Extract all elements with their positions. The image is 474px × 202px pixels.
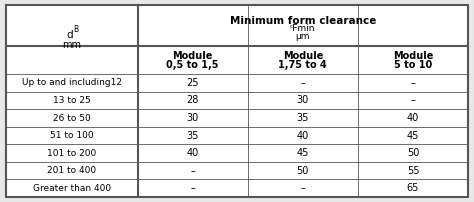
Text: 5 to 10: 5 to 10 bbox=[394, 60, 432, 70]
Text: 201 to 400: 201 to 400 bbox=[47, 166, 96, 175]
Text: 25: 25 bbox=[186, 78, 199, 88]
Text: Module: Module bbox=[173, 51, 213, 61]
Text: Greater than 400: Greater than 400 bbox=[33, 184, 111, 193]
Text: –: – bbox=[410, 78, 415, 88]
Text: 30: 30 bbox=[297, 96, 309, 105]
Text: 55: 55 bbox=[407, 166, 419, 176]
Text: 40: 40 bbox=[297, 130, 309, 141]
Text: ᶜFmin: ᶜFmin bbox=[290, 24, 316, 33]
Text: 30: 30 bbox=[187, 113, 199, 123]
Text: Module: Module bbox=[283, 51, 323, 61]
Text: 51 to 100: 51 to 100 bbox=[50, 131, 94, 140]
Text: 45: 45 bbox=[407, 130, 419, 141]
Text: Module: Module bbox=[393, 51, 433, 61]
Text: 50: 50 bbox=[297, 166, 309, 176]
Text: 40: 40 bbox=[407, 113, 419, 123]
Text: 0,5 to 1,5: 0,5 to 1,5 bbox=[166, 60, 219, 70]
Text: 40: 40 bbox=[187, 148, 199, 158]
Text: 1,75 to 4: 1,75 to 4 bbox=[278, 60, 327, 70]
Text: 65: 65 bbox=[407, 183, 419, 193]
Text: μm: μm bbox=[296, 32, 310, 41]
Text: 101 to 200: 101 to 200 bbox=[47, 149, 97, 158]
Text: 28: 28 bbox=[187, 96, 199, 105]
Text: Up to and including12: Up to and including12 bbox=[22, 78, 122, 87]
Text: 13 to 25: 13 to 25 bbox=[53, 96, 91, 105]
Text: –: – bbox=[190, 183, 195, 193]
Text: B: B bbox=[73, 25, 78, 34]
Text: 45: 45 bbox=[297, 148, 309, 158]
Text: 50: 50 bbox=[407, 148, 419, 158]
Text: 35: 35 bbox=[187, 130, 199, 141]
Text: –: – bbox=[190, 166, 195, 176]
Text: –: – bbox=[410, 96, 415, 105]
Text: Minimum form clearance: Minimum form clearance bbox=[229, 16, 376, 26]
Text: d: d bbox=[66, 29, 73, 40]
Text: –: – bbox=[301, 78, 305, 88]
Text: 26 to 50: 26 to 50 bbox=[53, 114, 91, 122]
Text: –: – bbox=[301, 183, 305, 193]
Text: 35: 35 bbox=[297, 113, 309, 123]
Text: mm: mm bbox=[63, 40, 82, 49]
